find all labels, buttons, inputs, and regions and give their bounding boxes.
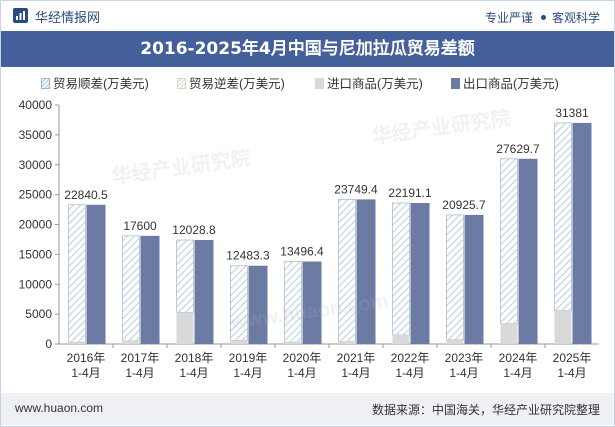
y-tick-label: 10000 bbox=[19, 277, 53, 291]
x-tick-label: 1-4月 bbox=[341, 366, 370, 380]
x-tick-label: 2018年 bbox=[175, 351, 214, 365]
surplus-bar bbox=[230, 265, 248, 341]
x-tick-label: 2019年 bbox=[229, 351, 268, 365]
legend-label-surplus: 贸易顺差(万美元) bbox=[53, 77, 149, 91]
surplus-bar bbox=[122, 235, 140, 342]
footer: www.huaon.com 数据来源：中国海关，华经产业研究院整理 bbox=[1, 393, 614, 425]
surplus-bar bbox=[554, 122, 572, 311]
import-bar bbox=[68, 342, 86, 344]
surplus-bar bbox=[284, 261, 302, 343]
x-tick-label: 2025年 bbox=[553, 351, 592, 365]
y-tick-label: 30000 bbox=[19, 158, 53, 172]
data-label: 17600 bbox=[123, 219, 157, 233]
data-label: 27629.7 bbox=[496, 142, 540, 156]
tagline-left: 专业严谨 bbox=[484, 11, 533, 25]
legend-label-deficit: 贸易逆差(万美元) bbox=[189, 77, 285, 91]
y-tick-label: 25000 bbox=[19, 188, 53, 202]
x-tick-label: 2024年 bbox=[499, 351, 538, 365]
x-tick-label: 1-4月 bbox=[233, 366, 262, 380]
x-tick-label: 1-4月 bbox=[179, 366, 208, 380]
surplus-bar bbox=[338, 199, 356, 343]
x-tick-label: 2020年 bbox=[283, 351, 322, 365]
surplus-bar bbox=[392, 202, 410, 336]
x-tick-label: 1-4月 bbox=[71, 366, 100, 380]
legend-item-import: 进口商品(万美元) bbox=[315, 73, 423, 92]
export-bar bbox=[572, 122, 592, 344]
legend-item-deficit: 贸易逆差(万美元) bbox=[177, 73, 285, 92]
y-tick-label: 20000 bbox=[19, 218, 53, 232]
legend-item-export: 出口商品(万美元) bbox=[451, 73, 559, 92]
export-bar bbox=[356, 199, 376, 344]
legend-label-import: 进口商品(万美元) bbox=[327, 77, 423, 91]
import-bar bbox=[446, 339, 464, 344]
x-tick-label: 2017年 bbox=[121, 351, 160, 365]
export-bar bbox=[248, 265, 268, 344]
header-bar: 华经情报网 专业严谨 客观科学 bbox=[1, 1, 614, 31]
data-label: 31381 bbox=[555, 106, 589, 120]
import-bar bbox=[392, 335, 410, 344]
import-bar bbox=[284, 342, 302, 344]
footer-site: www.huaon.com bbox=[15, 401, 104, 415]
y-tick-label: 5000 bbox=[25, 307, 52, 321]
x-tick-label: 2023年 bbox=[445, 351, 484, 365]
legend-swatch-deficit bbox=[177, 78, 186, 89]
data-label: 22191.1 bbox=[388, 186, 432, 200]
x-tick-label: 1-4月 bbox=[125, 366, 154, 380]
legend: 贸易顺差(万美元) 贸易逆差(万美元) 进口商品(万美元) 出口商品(万美元) bbox=[41, 73, 601, 93]
surplus-bar bbox=[500, 158, 518, 325]
import-bar bbox=[230, 340, 248, 344]
data-label: 12028.8 bbox=[172, 223, 216, 237]
bar-chart: 0 5000 10000 15000 20000 25000 30000 35000 40000… bbox=[19, 98, 599, 380]
x-tick-label: 2021年 bbox=[337, 351, 376, 365]
legend-swatch-import bbox=[315, 78, 324, 89]
title-bar: 2016-2025年4月中国与尼加拉瓜贸易差额 bbox=[1, 31, 614, 67]
import-bar bbox=[500, 323, 518, 344]
export-bar bbox=[518, 158, 538, 344]
surplus-bar bbox=[446, 214, 464, 341]
legend-item-surplus: 贸易顺差(万美元) bbox=[41, 73, 149, 92]
y-tick-label: 0 bbox=[45, 337, 52, 351]
surplus-bar bbox=[68, 204, 86, 343]
surplus-bar bbox=[176, 239, 194, 313]
chart-title: 2016-2025年4月中国与尼加拉瓜贸易差额 bbox=[140, 39, 475, 59]
export-bar bbox=[194, 240, 214, 344]
y-tick-label: 40000 bbox=[19, 98, 53, 112]
import-bar bbox=[554, 310, 572, 344]
data-label: 22840.5 bbox=[64, 188, 108, 202]
x-tick-label: 1-4月 bbox=[449, 366, 478, 380]
data-label: 23749.4 bbox=[334, 182, 378, 196]
tagline-right: 客观科学 bbox=[551, 11, 600, 25]
legend-swatch-surplus bbox=[41, 78, 50, 89]
x-tick-label: 1-4月 bbox=[557, 366, 586, 380]
footer-source: 数据来源：中国海关，华经产业研究院整理 bbox=[371, 403, 600, 417]
import-bar bbox=[122, 341, 140, 344]
x-tick-label: 1-4月 bbox=[287, 366, 316, 380]
x-tick-label: 1-4月 bbox=[395, 366, 424, 380]
x-tick-label: 2022年 bbox=[391, 351, 430, 365]
data-label: 12483.3 bbox=[226, 249, 270, 263]
dot-separator bbox=[540, 15, 546, 21]
logo-icon bbox=[13, 8, 28, 23]
x-tick-label: 1-4月 bbox=[503, 366, 532, 380]
y-tick-label: 15000 bbox=[19, 247, 53, 261]
tagline: 专业严谨 客观科学 bbox=[485, 9, 600, 26]
data-label: 20925.7 bbox=[442, 198, 486, 212]
y-tick-label: 35000 bbox=[19, 128, 53, 142]
data-label: 13496.4 bbox=[280, 245, 324, 259]
export-bar bbox=[140, 235, 160, 344]
legend-swatch-export bbox=[451, 78, 460, 89]
export-bar bbox=[410, 202, 430, 344]
import-bar bbox=[176, 312, 194, 344]
export-bar bbox=[302, 261, 322, 344]
x-tick-label: 2016年 bbox=[67, 351, 106, 365]
legend-label-export: 出口商品(万美元) bbox=[463, 77, 559, 91]
brand-name: 华经情报网 bbox=[35, 10, 101, 25]
export-bar bbox=[464, 214, 484, 344]
export-bar bbox=[86, 204, 106, 344]
import-bar bbox=[338, 341, 356, 344]
